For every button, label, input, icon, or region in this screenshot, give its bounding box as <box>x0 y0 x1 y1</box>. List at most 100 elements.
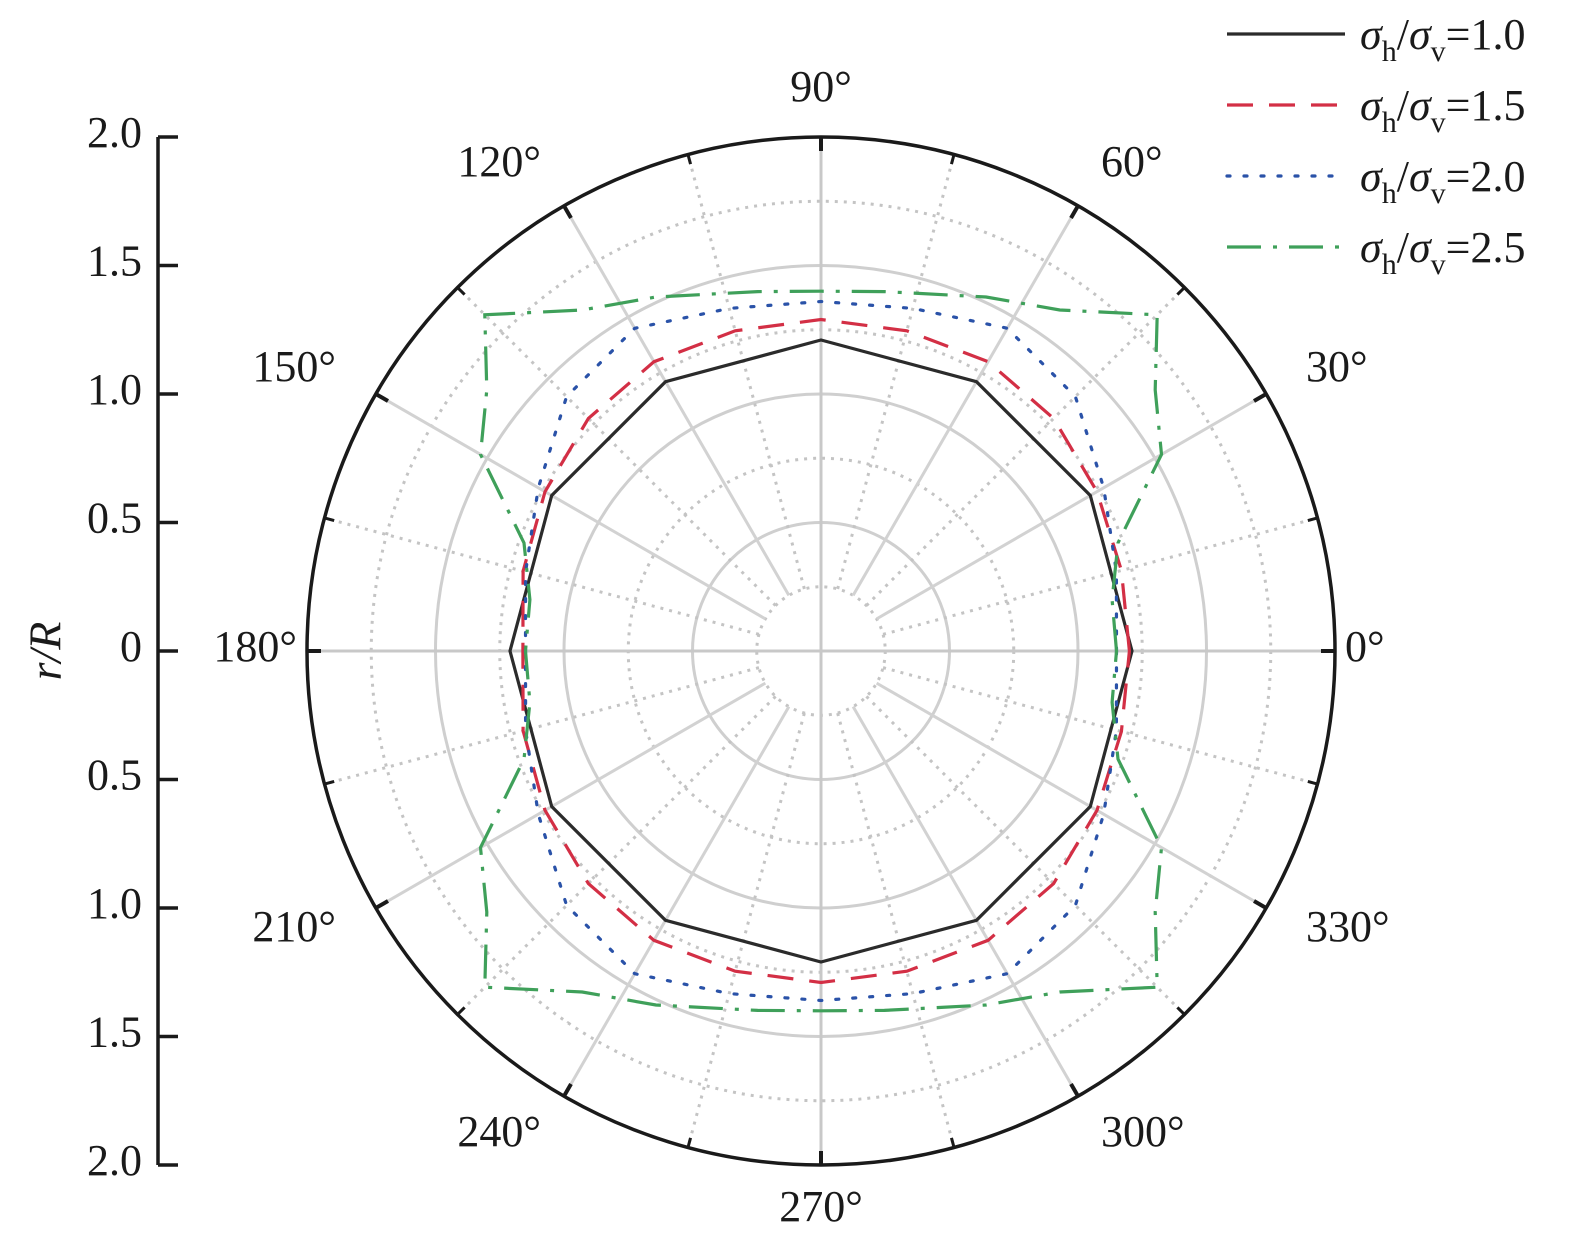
grid-spoke-minor <box>882 666 1318 786</box>
angle-label-120: 120° <box>457 137 541 186</box>
angle-tick <box>1253 899 1268 910</box>
angle-tick <box>949 154 956 165</box>
legend-label-part: / <box>1397 223 1410 272</box>
angle-label-330: 330° <box>1306 902 1390 951</box>
angle-tick <box>374 392 389 403</box>
legend-label-part: σ <box>1409 10 1433 59</box>
legend-label-part: v <box>1431 35 1446 68</box>
angle-tick <box>1176 286 1186 296</box>
legend-label-part: / <box>1397 10 1410 59</box>
polar-frame <box>305 135 1337 1167</box>
legend-label-part: =2.5 <box>1446 223 1526 272</box>
radial-tick-label: 1.0 <box>87 879 142 928</box>
legend-label-part: σ <box>1409 152 1433 201</box>
grid-spoke-minor <box>456 286 777 607</box>
legend-label-part: σ <box>1360 81 1384 130</box>
polar-grid <box>307 137 1335 1165</box>
angle-tick <box>456 286 466 296</box>
legend-label-part: σ <box>1409 81 1433 130</box>
grid-spoke-major <box>875 681 1267 910</box>
legend-label-part: / <box>1397 152 1410 201</box>
grid-spoke-major <box>851 205 1080 597</box>
grid-spoke-minor <box>324 516 760 636</box>
grid-spoke-minor <box>456 695 777 1016</box>
radial-tick-label: 1.5 <box>87 1008 142 1057</box>
angle-tick <box>1307 516 1318 523</box>
legend-label-part: h <box>1382 177 1397 210</box>
legend-label-part: σ <box>1360 152 1384 201</box>
grid-spoke-major <box>562 705 791 1097</box>
legend-label-part: =1.0 <box>1446 10 1526 59</box>
angle-tick <box>1176 1006 1186 1016</box>
angle-tick <box>686 154 693 165</box>
radial-tick-label: 0.5 <box>87 494 142 543</box>
radial-tick-label: 1.5 <box>87 237 142 286</box>
series-lines <box>478 289 1164 1013</box>
angle-tick <box>1069 1083 1080 1098</box>
radial-tick-label: 0.5 <box>87 751 142 800</box>
angle-tick <box>324 516 335 523</box>
angle-tick-labels: 0° 30° 60° 90° 120° 150° 180° 210° 240° 270° 300° 3… <box>213 62 1389 1231</box>
angle-label-210: 210° <box>252 902 336 951</box>
grid-spoke-minor <box>836 712 956 1148</box>
radial-axis: 2.0 1.5 1.0 0.5 0 0.5 1.0 1.5 2.0 <box>87 108 178 1185</box>
angle-tick <box>686 1137 693 1148</box>
series-line-1 <box>508 338 1134 964</box>
grid-spoke-major <box>375 681 767 910</box>
angle-label-270: 270° <box>779 1182 863 1231</box>
legend-label-part: / <box>1397 81 1410 130</box>
legend-label-4: σh/σv=2.5 <box>1360 223 1525 281</box>
grid-spoke-minor <box>324 666 760 786</box>
series-line-2 <box>521 317 1132 985</box>
angle-tick <box>949 1137 956 1148</box>
legend-label-part: h <box>1382 106 1397 139</box>
grid-spoke-major <box>875 392 1267 621</box>
y-axis-title: r/R <box>20 622 71 681</box>
angle-label-60: 60° <box>1101 137 1163 186</box>
radial-tick-label: 0 <box>120 622 142 671</box>
radial-tick-label: 2.0 <box>87 108 142 157</box>
angle-label-0: 0° <box>1345 622 1385 671</box>
grid-spoke-minor <box>836 154 956 590</box>
angle-label-240: 240° <box>457 1107 541 1156</box>
grid-spoke-minor <box>865 695 1186 1016</box>
legend-label-part: =2.0 <box>1446 152 1526 201</box>
angle-tick <box>324 779 335 786</box>
grid-spoke-major <box>562 205 791 597</box>
angle-tick <box>562 204 573 219</box>
legend-label-part: σ <box>1360 223 1384 272</box>
angle-label-30: 30° <box>1306 342 1368 391</box>
grid-spoke-minor <box>865 286 1186 607</box>
angle-label-150: 150° <box>252 342 336 391</box>
legend-label-part: v <box>1431 106 1446 139</box>
angle-tick <box>1307 779 1318 786</box>
legend-label-part: v <box>1431 248 1446 281</box>
legend-label-part: =1.5 <box>1446 81 1526 130</box>
angle-tick <box>456 1006 466 1016</box>
angle-label-300: 300° <box>1101 1107 1185 1156</box>
grid-spoke-minor <box>882 516 1318 636</box>
grid-spoke-major <box>375 392 767 621</box>
angle-tick <box>562 1083 573 1098</box>
angle-label-180: 180° <box>213 622 297 671</box>
legend-label-2: σh/σv=1.5 <box>1360 81 1525 139</box>
angle-label-90: 90° <box>790 62 852 111</box>
legend-label-part: σ <box>1360 10 1384 59</box>
legend-label-1: σh/σv=1.0 <box>1360 10 1525 68</box>
angle-tick <box>1253 392 1268 403</box>
angle-tick <box>1069 204 1080 219</box>
legend-label-part: h <box>1382 35 1397 68</box>
grid-spoke-minor <box>686 154 806 590</box>
grid-spoke-minor <box>686 712 806 1148</box>
legend-label-part: h <box>1382 248 1397 281</box>
legend-label-3: σh/σv=2.0 <box>1360 152 1525 210</box>
series-line-4 <box>478 289 1164 1013</box>
legend-label-part: σ <box>1409 223 1433 272</box>
angle-tick <box>374 899 389 910</box>
radial-tick-label: 2.0 <box>87 1136 142 1185</box>
legend-label-part: v <box>1431 177 1446 210</box>
grid-spoke-major <box>851 705 1080 1097</box>
legend: σh/σv=1.0σh/σv=1.5σh/σv=2.0σh/σv=2.5 <box>1225 10 1525 281</box>
radial-tick-label: 1.0 <box>87 365 142 414</box>
